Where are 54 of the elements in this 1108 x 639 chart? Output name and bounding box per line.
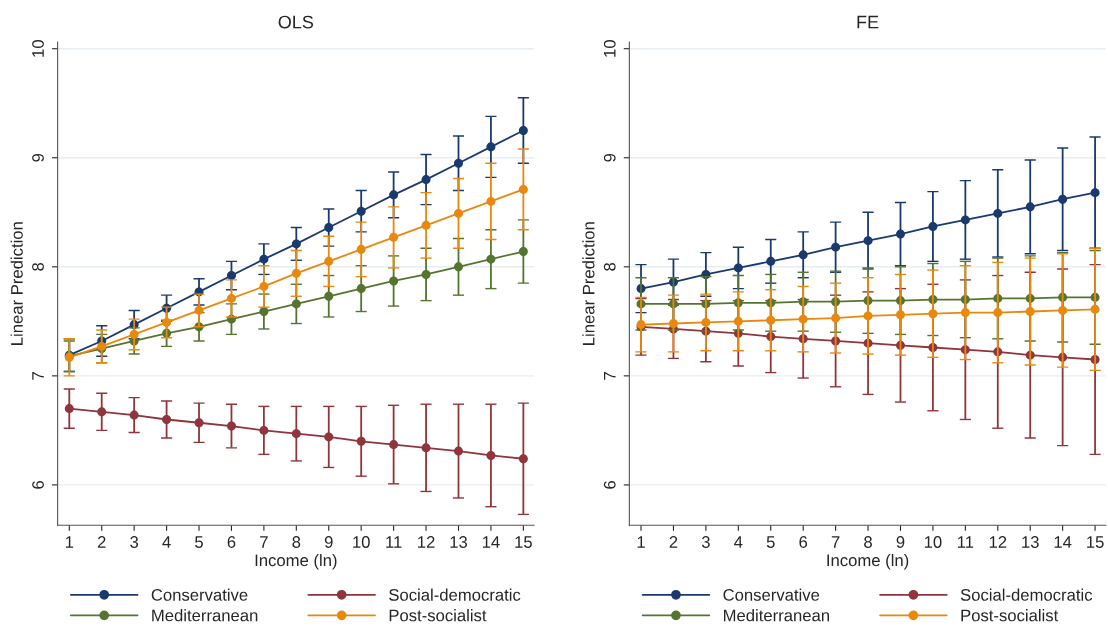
x-tick-label: 15 — [515, 536, 532, 548]
x-tick-label: 10 — [924, 536, 942, 548]
x-tick-label: 7 — [260, 536, 268, 548]
y-tick-label: 9 — [32, 153, 44, 162]
y-tick-label: 7 — [604, 372, 616, 380]
x-tick-label: 4 — [734, 536, 743, 548]
x-tick-label: 10 — [353, 536, 370, 548]
y-tick-label: 8 — [603, 262, 616, 271]
y-tick-label: 10 — [603, 40, 616, 57]
x-tick-label: 8 — [864, 536, 872, 548]
x-tick-label: 7 — [831, 536, 840, 548]
x-tick-label: 11 — [386, 536, 402, 548]
x-tick-label: 12 — [418, 536, 435, 548]
chart-title: FE — [857, 15, 879, 29]
legend-label: Conservative — [151, 588, 248, 601]
x-tick-label: 15 — [1087, 536, 1104, 548]
x-tick-label: 14 — [482, 536, 500, 548]
legend-label: Conservative — [723, 588, 820, 601]
x-axis-title: Income (ln) — [255, 553, 337, 570]
x-tick-label: 9 — [896, 536, 905, 548]
y-axis-title: Linear Prediction — [10, 222, 23, 345]
x-tick-label: 3 — [130, 536, 139, 548]
x-tick-label: 2 — [97, 536, 106, 548]
legend-label: Social-democratic — [960, 588, 1093, 601]
x-tick-label: 9 — [324, 536, 333, 548]
legend-label: Post-socialist — [389, 609, 487, 622]
x-tick-label: 5 — [766, 536, 775, 548]
legend-label: Social-democratic — [389, 588, 521, 601]
legend-label: Mediterranean — [152, 609, 258, 622]
y-tick-label: 6 — [32, 481, 44, 489]
y-tick-label: 9 — [603, 153, 616, 162]
x-tick-label: 1 — [637, 536, 645, 548]
x-tick-label: 2 — [669, 536, 678, 548]
x-tick-label: 6 — [227, 536, 236, 548]
y-tick-label: 7 — [32, 372, 44, 380]
x-tick-label: 1 — [65, 536, 74, 548]
y-tick-label: 10 — [32, 40, 44, 57]
x-tick-label: 6 — [799, 536, 808, 548]
chart-title: OLS — [278, 15, 314, 29]
x-tick-label: 4 — [162, 536, 171, 548]
y-axis-title: Linear Prediction — [582, 222, 595, 345]
x-tick-label: 8 — [292, 536, 301, 548]
x-tick-label: 5 — [195, 536, 203, 548]
x-tick-label: 11 — [957, 536, 974, 548]
x-tick-label: 13 — [450, 536, 468, 548]
y-tick-label: 8 — [32, 262, 44, 271]
y-tick-label: 6 — [603, 481, 616, 489]
legend-label: Post-socialist — [961, 609, 1059, 622]
x-axis-title: Income (ln) — [827, 553, 909, 570]
x-tick-label: 3 — [701, 536, 710, 548]
x-tick-label: 14 — [1054, 536, 1072, 548]
x-tick-label: 12 — [989, 536, 1007, 548]
x-tick-label: 13 — [1022, 536, 1039, 548]
legend-label: Mediterranean — [723, 609, 829, 622]
